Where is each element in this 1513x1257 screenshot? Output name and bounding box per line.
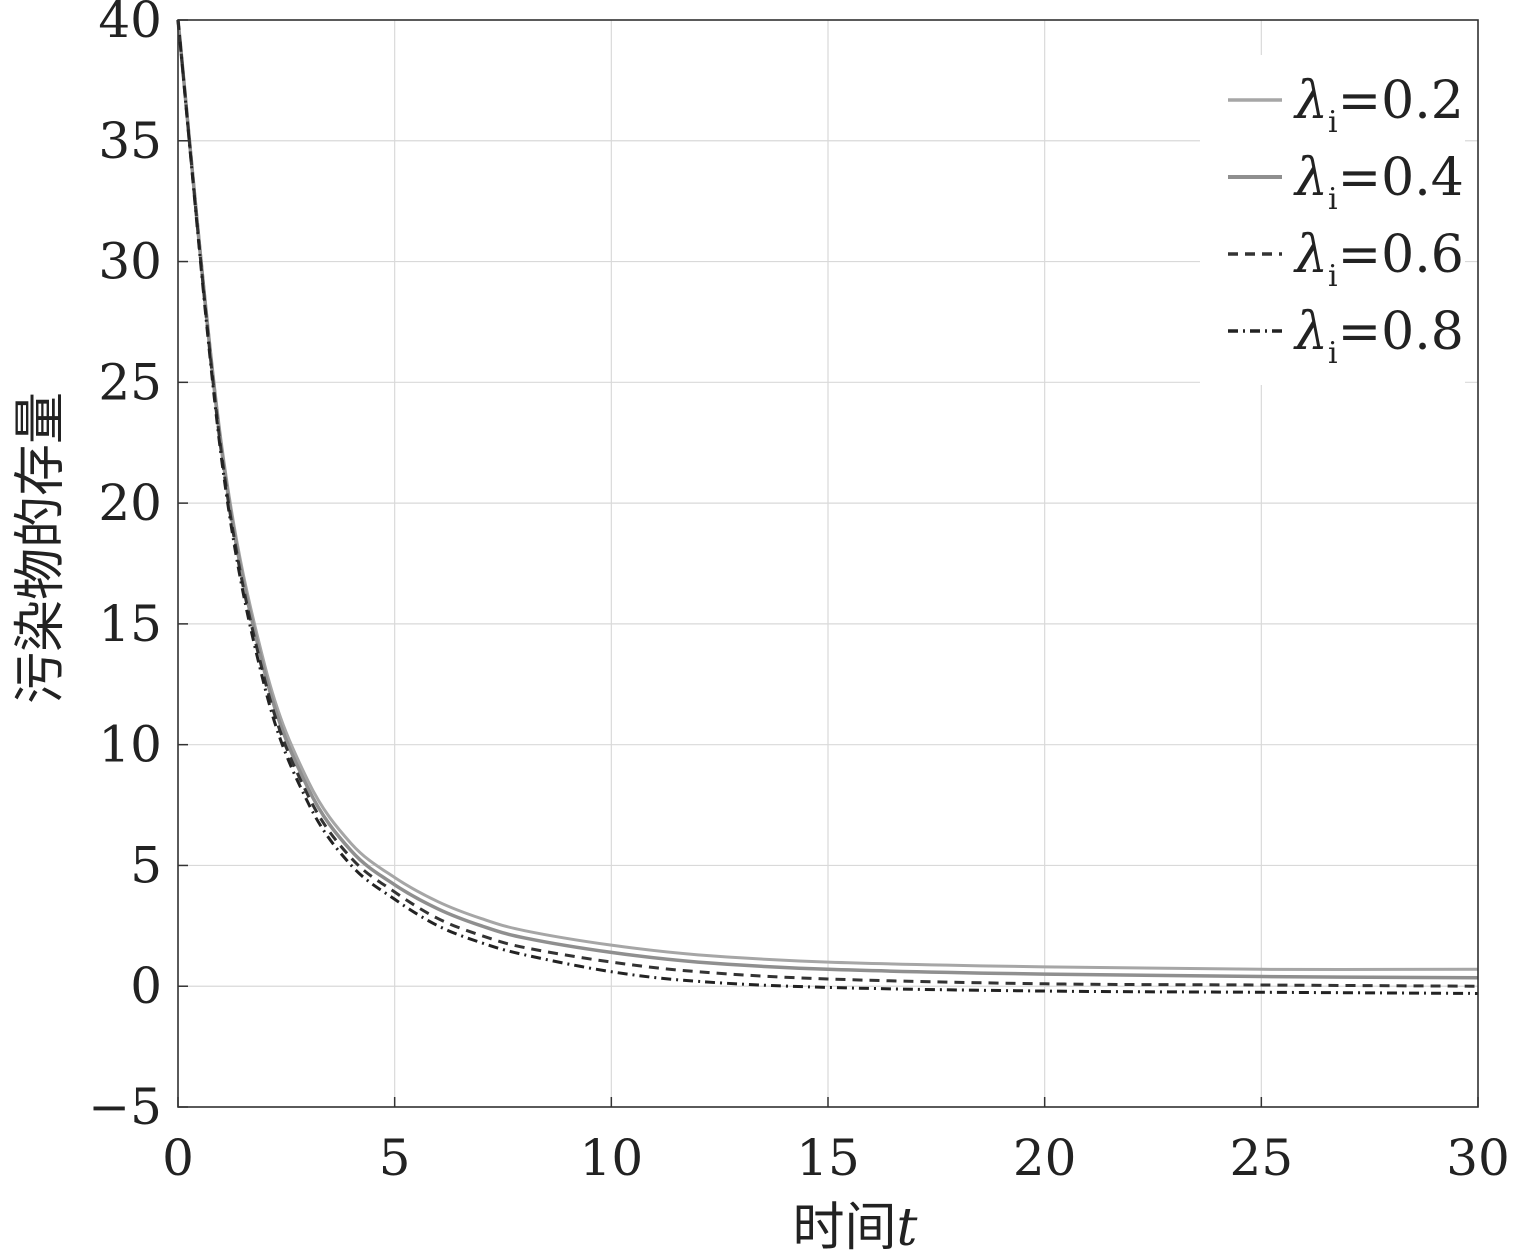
legend-symbol: λ xyxy=(1293,302,1328,362)
legend-subscript: i xyxy=(1328,336,1338,371)
y-tick-label: 5 xyxy=(130,836,162,894)
legend-value: =0.4 xyxy=(1338,148,1464,208)
legend-entry-2: λi=0.6 xyxy=(1293,225,1464,294)
y-tick-label: 40 xyxy=(98,0,162,49)
legend-entry-3: λi=0.8 xyxy=(1293,302,1464,371)
legend-entry-1: λi=0.4 xyxy=(1293,148,1464,217)
legend-value: =0.6 xyxy=(1338,225,1464,285)
y-tick-label: 30 xyxy=(98,233,162,291)
y-tick-label: −5 xyxy=(88,1078,162,1136)
x-tick-label: 5 xyxy=(379,1129,411,1187)
series-group xyxy=(176,19,1479,995)
legend-symbol: λ xyxy=(1293,225,1328,285)
series-line-3 xyxy=(176,19,1479,995)
x-tick-label: 25 xyxy=(1230,1129,1294,1187)
x-tick-label: 10 xyxy=(580,1129,644,1187)
y-tick-label: 15 xyxy=(98,595,162,653)
legend-value: =0.2 xyxy=(1338,71,1464,131)
legend-subscript: i xyxy=(1328,182,1338,217)
series-line-2 xyxy=(176,19,1479,988)
legend-symbol: λ xyxy=(1293,148,1328,208)
x-tick-label: 30 xyxy=(1446,1129,1510,1187)
x-axis-label: 时间t xyxy=(793,1198,918,1257)
legend-subscript: i xyxy=(1328,105,1338,140)
x-axis-label-prefix: 时间 xyxy=(793,1198,897,1257)
legend-symbol: λ xyxy=(1293,71,1328,131)
y-tick-label: 10 xyxy=(98,716,162,774)
legend-entry-0: λi=0.2 xyxy=(1293,71,1464,140)
x-tick-labels: 0 5 10 15 20 25 30 xyxy=(162,1097,1510,1187)
y-tick-label: 25 xyxy=(98,353,162,411)
x-tick-label: 15 xyxy=(796,1129,860,1187)
y-axis-label: 污染物的存量 xyxy=(11,392,71,704)
y-tick-label: 35 xyxy=(98,112,162,170)
legend-subscript: i xyxy=(1328,259,1338,294)
x-axis-label-var: t xyxy=(897,1198,918,1257)
x-tick-label: 0 xyxy=(162,1129,194,1187)
y-tick-label: 0 xyxy=(130,957,162,1015)
y-tick-label: 20 xyxy=(98,474,162,532)
legend: λi=0.2λi=0.4λi=0.6λi=0.8 xyxy=(1200,55,1465,385)
x-tick-label: 20 xyxy=(1013,1129,1077,1187)
y-tick-labels: −5 0 5 10 15 20 25 30 35 40 xyxy=(88,0,188,1136)
legend-value: =0.8 xyxy=(1338,302,1464,362)
